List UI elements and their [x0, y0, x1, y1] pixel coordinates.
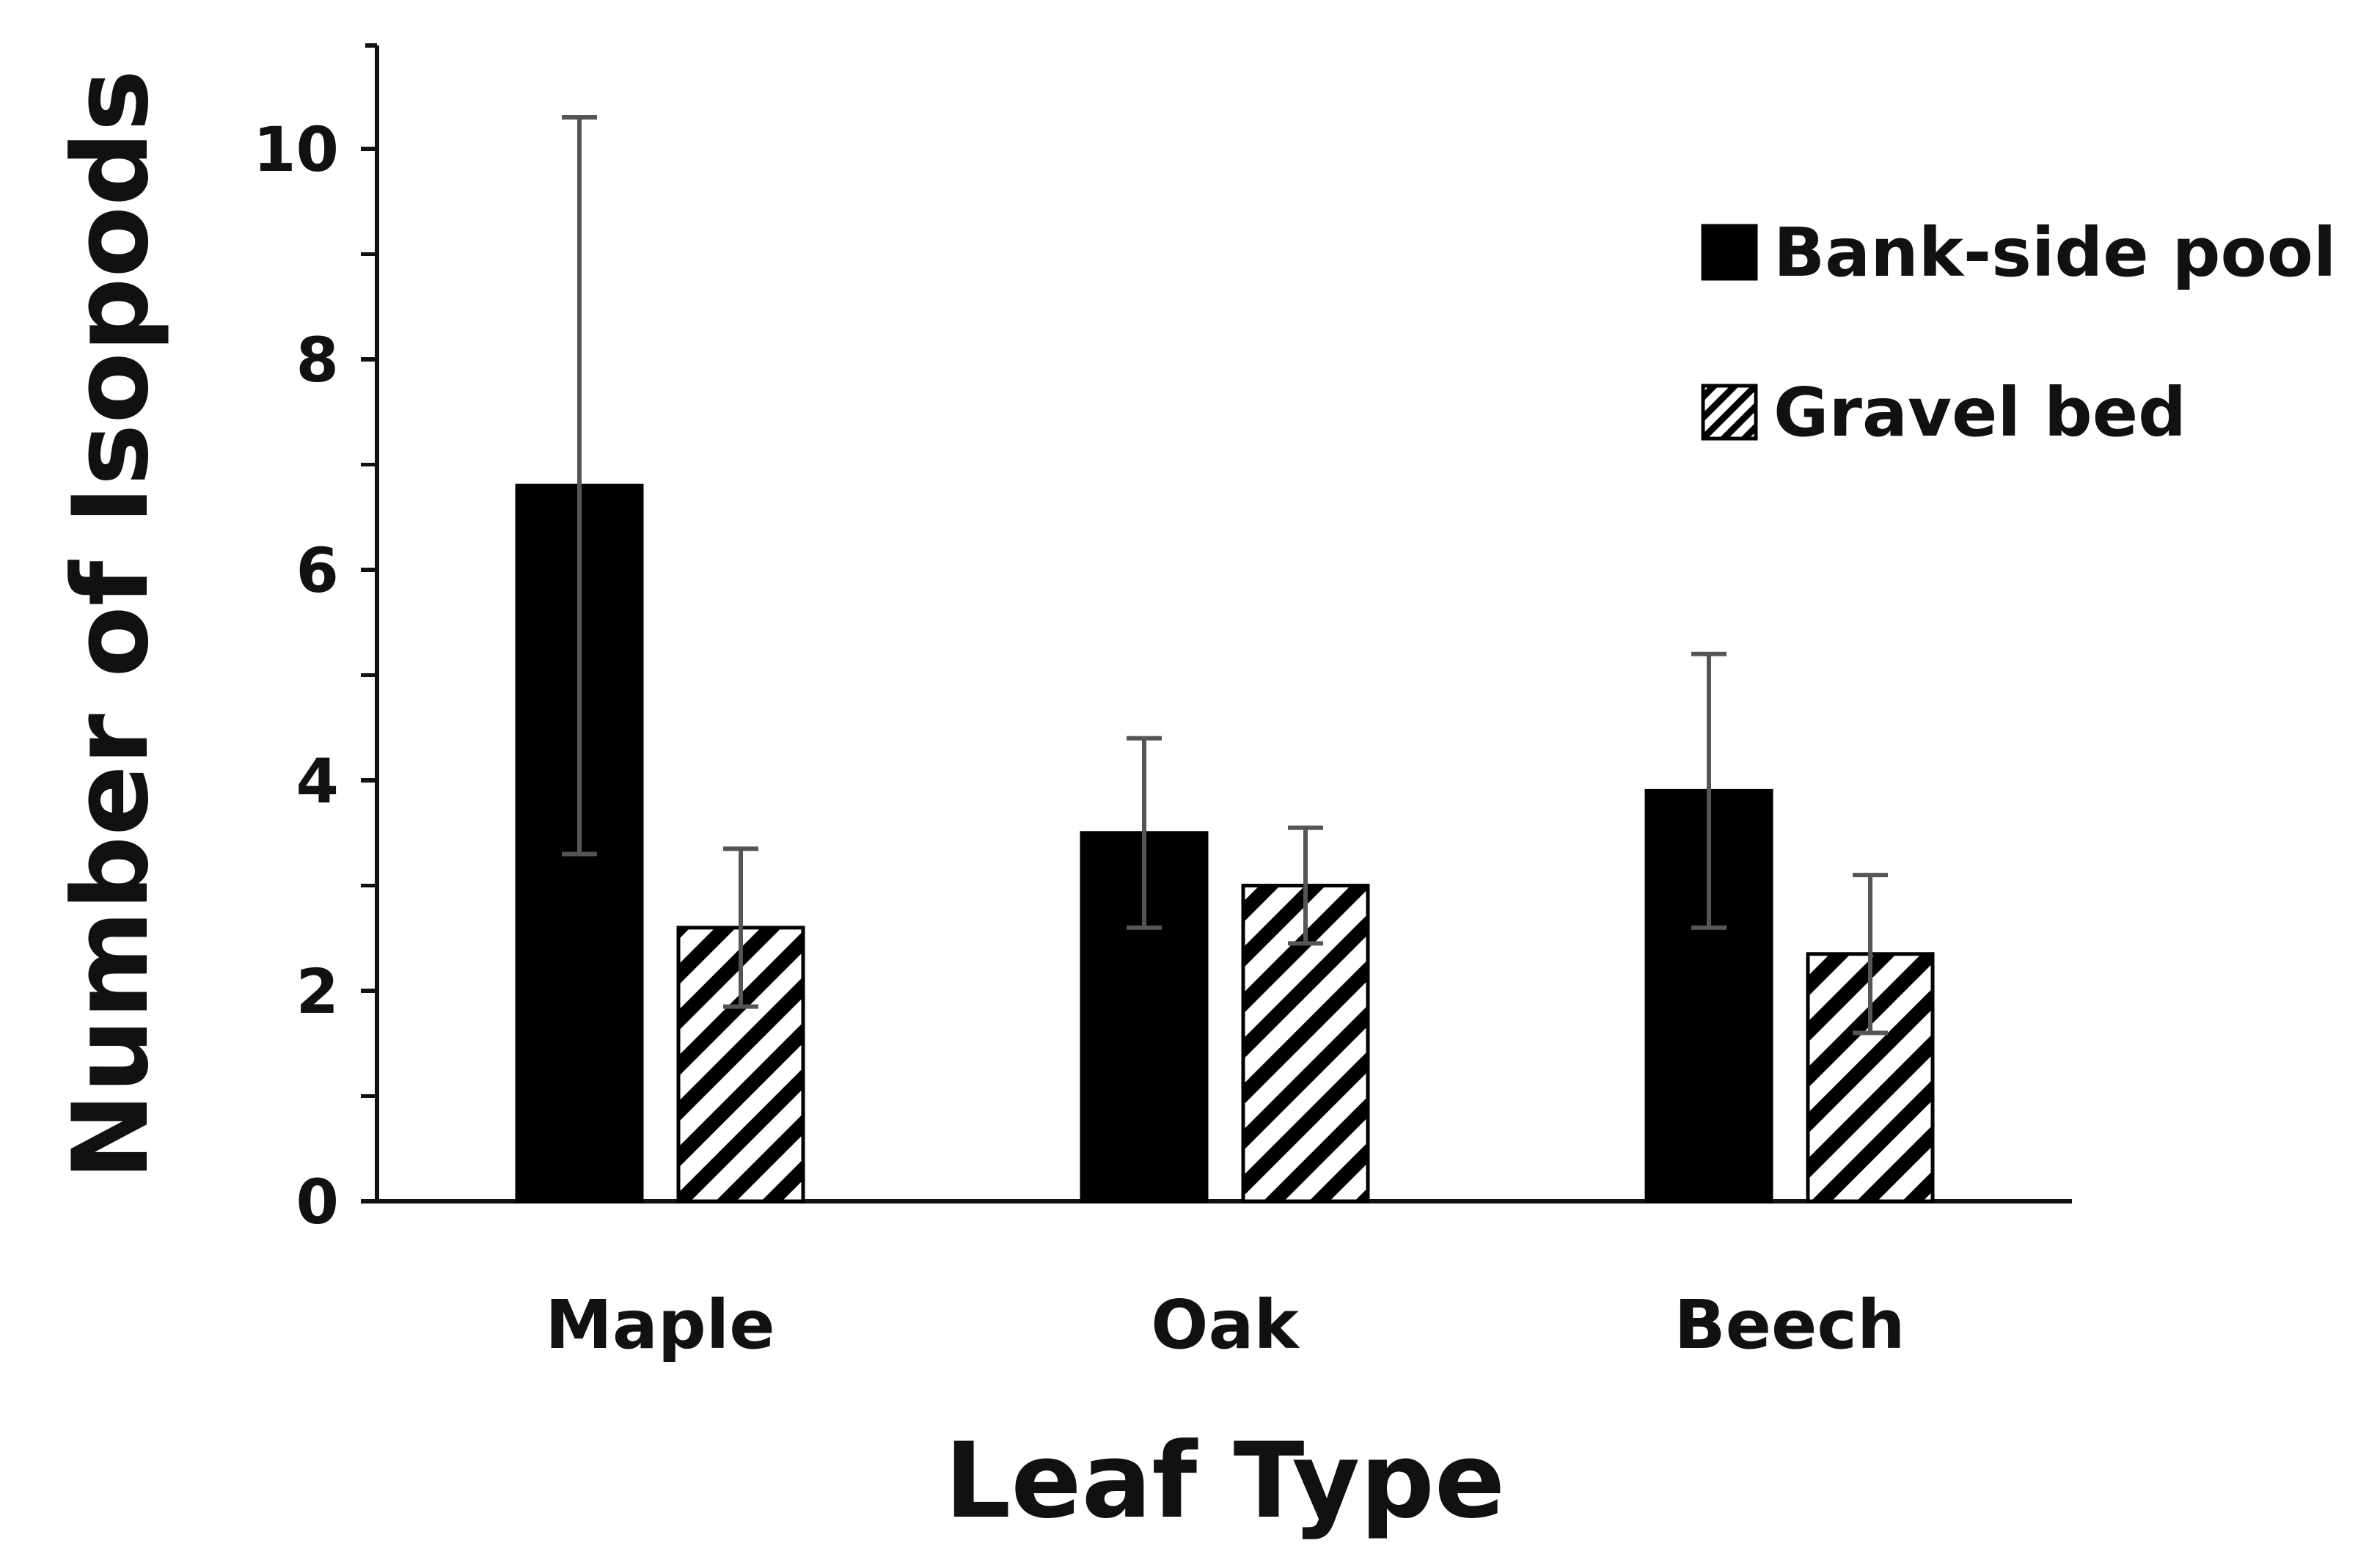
x-axis-title: Leaf Type [945, 1421, 1505, 1542]
y-tick-label: 0 [296, 1166, 339, 1238]
y-tick-label: 2 [296, 956, 339, 1027]
y-tick-label: 4 [296, 745, 339, 817]
category-label-oak: Oak [1151, 1286, 1300, 1364]
y-tick-label: 10 [253, 114, 339, 186]
y-tick-label: 6 [296, 535, 339, 607]
category-labels: Maple Oak Beech [545, 1286, 1905, 1364]
legend-label-gravel-bed: Gravel bed [1773, 373, 2186, 452]
legend-swatch-bank-side-pool [1701, 224, 1758, 281]
legend-label-bank-side-pool: Bank-side pool [1773, 213, 2336, 292]
y-tick-label: 8 [296, 324, 339, 396]
y-axis-title: Number of Isopods [51, 70, 172, 1180]
category-label-maple: Maple [545, 1286, 775, 1364]
legend-swatch-gravel-bed [1701, 384, 1758, 441]
y-axis: 0 2 4 6 8 10 [253, 43, 379, 1238]
error-bars-group [562, 114, 1888, 1036]
legend: Bank-side pool Gravel bed [1701, 213, 2336, 452]
category-label-beech: Beech [1674, 1286, 1905, 1364]
bars-group [515, 483, 1935, 1204]
